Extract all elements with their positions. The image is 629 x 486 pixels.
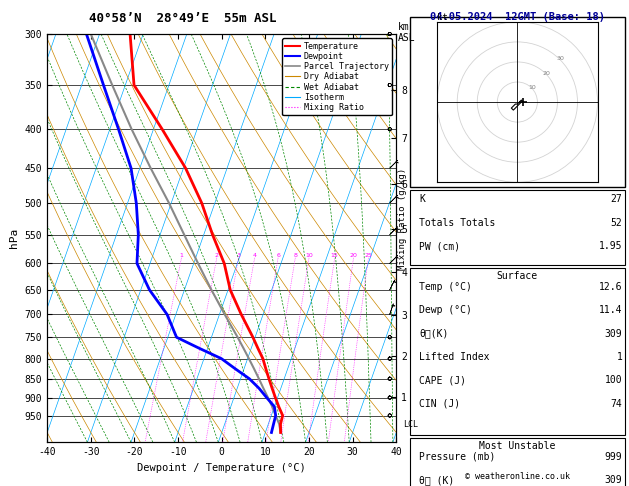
Text: CIN (J): CIN (J) bbox=[419, 399, 460, 409]
Text: Pressure (mb): Pressure (mb) bbox=[419, 452, 496, 462]
Bar bbox=[410, 190, 625, 265]
Text: Totals Totals: Totals Totals bbox=[419, 218, 496, 228]
Text: 27: 27 bbox=[611, 194, 622, 205]
Text: 52: 52 bbox=[611, 218, 622, 228]
Text: Temp (°C): Temp (°C) bbox=[419, 282, 472, 292]
Text: Lifted Index: Lifted Index bbox=[419, 352, 489, 362]
Text: K: K bbox=[419, 194, 425, 205]
Text: 1.95: 1.95 bbox=[599, 241, 622, 251]
Text: Mixing Ratio (g/kg): Mixing Ratio (g/kg) bbox=[398, 168, 406, 270]
Bar bbox=[410, 268, 625, 435]
Text: 100: 100 bbox=[604, 375, 622, 385]
Text: 10: 10 bbox=[305, 253, 313, 258]
Text: PW (cm): PW (cm) bbox=[419, 241, 460, 251]
Bar bbox=[410, 17, 625, 187]
Text: 309: 309 bbox=[604, 475, 622, 486]
Text: CAPE (J): CAPE (J) bbox=[419, 375, 466, 385]
Text: 12.6: 12.6 bbox=[599, 282, 622, 292]
Text: θᴇ (K): θᴇ (K) bbox=[419, 475, 454, 486]
Text: θᴇ(K): θᴇ(K) bbox=[419, 329, 448, 339]
Bar bbox=[410, 438, 625, 486]
Text: 1: 1 bbox=[179, 253, 184, 258]
Text: 25: 25 bbox=[365, 253, 372, 258]
Text: 3: 3 bbox=[237, 253, 240, 258]
Text: 15: 15 bbox=[331, 253, 338, 258]
Text: 74: 74 bbox=[611, 399, 622, 409]
Text: 04.05.2024  12GMT (Base: 18): 04.05.2024 12GMT (Base: 18) bbox=[430, 12, 605, 22]
Legend: Temperature, Dewpoint, Parcel Trajectory, Dry Adiabat, Wet Adiabat, Isotherm, Mi: Temperature, Dewpoint, Parcel Trajectory… bbox=[282, 38, 392, 115]
Text: 20: 20 bbox=[350, 253, 357, 258]
Text: 11.4: 11.4 bbox=[599, 305, 622, 315]
Text: © weatheronline.co.uk: © weatheronline.co.uk bbox=[465, 472, 570, 481]
Text: 40°58’N  28°49’E  55m ASL: 40°58’N 28°49’E 55m ASL bbox=[89, 12, 276, 25]
Text: LCL: LCL bbox=[403, 419, 418, 429]
Y-axis label: hPa: hPa bbox=[9, 228, 19, 248]
Text: Surface: Surface bbox=[497, 271, 538, 281]
X-axis label: Dewpoint / Temperature (°C): Dewpoint / Temperature (°C) bbox=[137, 463, 306, 473]
Text: 8: 8 bbox=[293, 253, 298, 258]
Text: 4: 4 bbox=[253, 253, 257, 258]
Text: 1: 1 bbox=[616, 352, 622, 362]
Text: 309: 309 bbox=[604, 329, 622, 339]
Text: 6: 6 bbox=[276, 253, 280, 258]
Text: km
ASL: km ASL bbox=[398, 22, 415, 43]
Text: Dewp (°C): Dewp (°C) bbox=[419, 305, 472, 315]
Text: 2: 2 bbox=[214, 253, 219, 258]
Text: Most Unstable: Most Unstable bbox=[479, 441, 555, 451]
Text: 999: 999 bbox=[604, 452, 622, 462]
